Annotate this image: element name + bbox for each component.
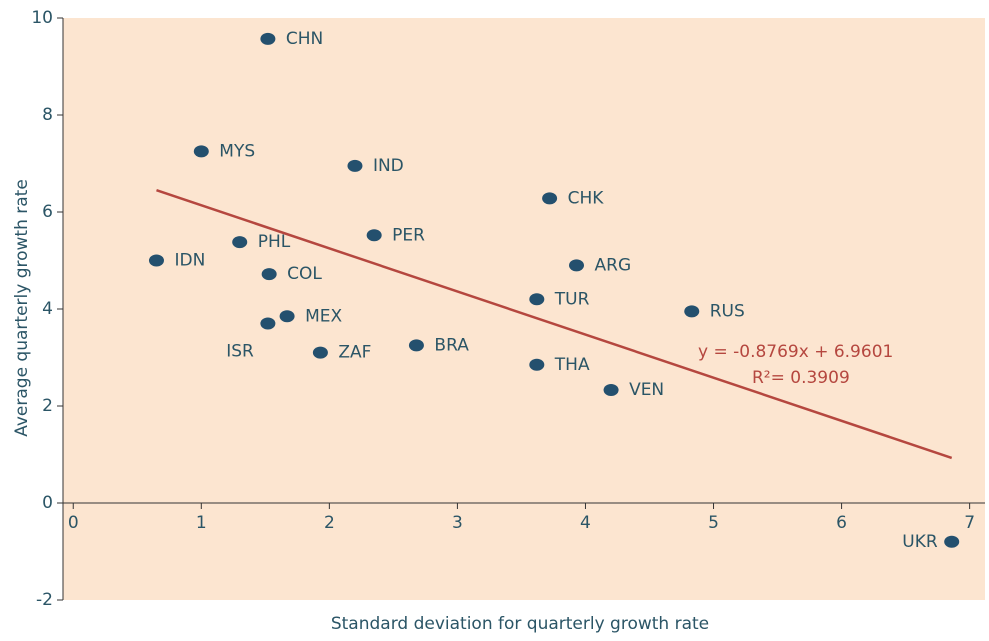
point [684, 305, 700, 318]
x-tick-label: 6 [836, 513, 847, 533]
point [408, 339, 424, 352]
point-label: TUR [554, 289, 590, 309]
point [260, 317, 276, 330]
point [542, 192, 558, 205]
point [366, 229, 382, 242]
point [261, 268, 277, 281]
point-label: RUS [710, 301, 745, 321]
trendline [156, 188, 953, 460]
point-label: COL [287, 264, 322, 284]
x-tick-label: 4 [580, 513, 591, 533]
point-label: IND [373, 156, 404, 176]
point-label: THA [554, 355, 590, 375]
point [944, 535, 960, 548]
trend-r-squared: R²= 0.3909 [752, 368, 850, 388]
x-tick-label: 0 [68, 513, 79, 533]
x-tick-label: 7 [964, 513, 975, 533]
point-label: CHK [568, 188, 605, 208]
point [148, 254, 164, 267]
x-tick-label: 5 [708, 513, 719, 533]
point [260, 32, 276, 45]
y-tick-label: 8 [42, 105, 53, 125]
point-label: IDN [174, 251, 205, 271]
point [193, 145, 209, 158]
point-label: CHN [286, 29, 323, 49]
y-axis-label: Average quarterly growth rate [12, 179, 32, 437]
point-label: PER [392, 225, 425, 245]
point-label: ISR [226, 342, 254, 362]
y-tick-label: 10 [31, 8, 53, 28]
point-label: MEX [305, 306, 342, 326]
x-tick-label: 2 [324, 513, 335, 533]
point [279, 310, 295, 323]
y-tick-label: 0 [42, 493, 53, 513]
point [569, 259, 585, 272]
y-tick-label: 4 [42, 299, 53, 319]
point [603, 383, 619, 396]
y-tick-label: 2 [42, 396, 53, 416]
point-label: MYS [219, 141, 255, 161]
x-axis-label: Standard deviation for quarterly growth … [331, 614, 709, 634]
point-label: VEN [629, 380, 664, 400]
y-tick-label: -2 [36, 590, 53, 610]
point [529, 358, 545, 371]
point-label: BRA [434, 335, 469, 355]
x-tick-label: 1 [196, 513, 207, 533]
point-label: ARG [595, 255, 632, 275]
point [312, 346, 328, 359]
point [347, 159, 363, 172]
y-tick-label: 6 [42, 202, 53, 222]
x-tick-label: 3 [452, 513, 463, 533]
point [232, 236, 248, 249]
point-label: PHL [258, 232, 291, 252]
point-label: UKR [902, 532, 938, 552]
trend-equation: y = -0.8769x + 6.9601 [698, 342, 893, 362]
point-label: ZAF [338, 343, 371, 363]
point [529, 293, 545, 306]
